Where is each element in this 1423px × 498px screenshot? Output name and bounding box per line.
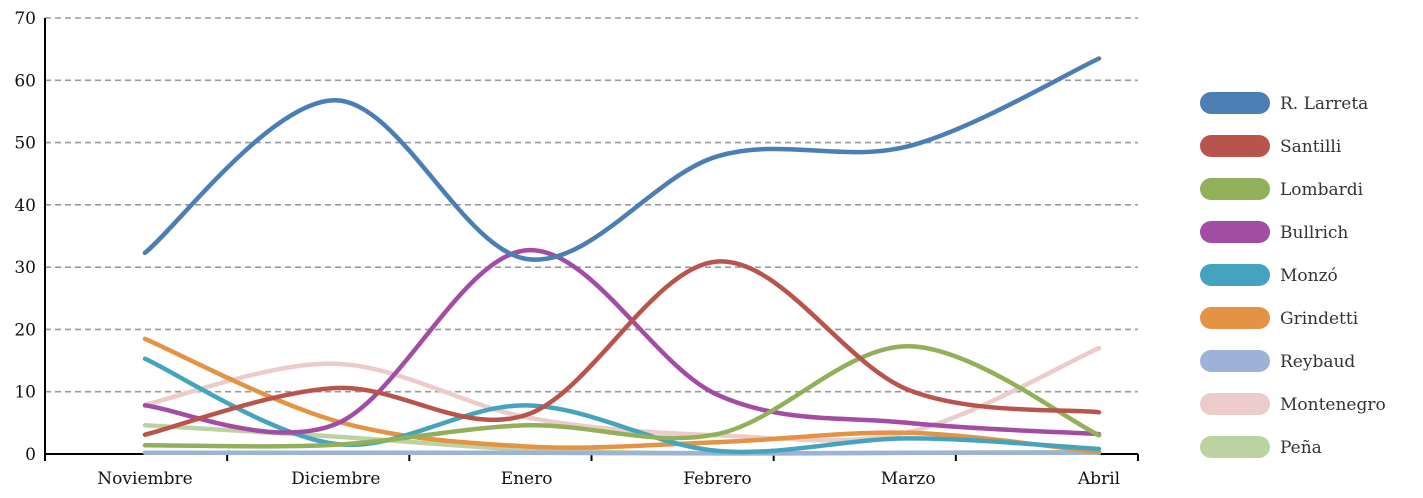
y-tick-label: 60 [14, 71, 36, 91]
x-tick-label: Diciembre [291, 469, 380, 489]
x-tick-label: Marzo [881, 469, 936, 489]
legend-swatch-santilli [1200, 135, 1270, 157]
legend-label-bullrich: Bullrich [1280, 223, 1348, 243]
y-tick-label: 50 [14, 134, 36, 154]
x-tick-label: Febrero [683, 469, 751, 489]
legend-swatch-monzo [1200, 264, 1270, 286]
legend: R. Larreta Santilli Lombardi Bullrich Monzó G… [1200, 92, 1386, 458]
series-line-lombardi [142, 343, 1102, 449]
series-line-reybaud [142, 450, 1102, 456]
x-tick-label: Noviembre [97, 469, 192, 489]
legend-label-pena: Peña [1280, 438, 1322, 458]
y-tick-label: 10 [14, 383, 36, 403]
y-tick-label: 40 [14, 196, 36, 216]
legend-swatch-pena [1200, 436, 1270, 458]
y-tick-label: 20 [14, 320, 36, 340]
series-lines [142, 56, 1102, 456]
legend-swatch-bullrich [1200, 221, 1270, 243]
legend-swatch-lombardi [1200, 178, 1270, 200]
legend-label-lombardi: Lombardi [1280, 180, 1364, 200]
y-tick-label: 70 [14, 9, 36, 29]
legend-label-montenegro: Montenegro [1280, 395, 1386, 415]
legend-label-grindetti: Grindetti [1280, 309, 1359, 329]
series-line-santilli [142, 259, 1102, 437]
x-tick-label: Abril [1077, 469, 1120, 489]
y-tick-label: 0 [25, 445, 36, 465]
legend-swatch-grindetti [1200, 307, 1270, 329]
x-tick-label: Enero [501, 469, 553, 489]
legend-swatch-reybaud [1200, 350, 1270, 372]
legend-label-r-larreta: R. Larreta [1280, 94, 1368, 114]
legend-label-santilli: Santilli [1280, 137, 1342, 157]
gridlines [45, 17, 1138, 393]
legend-swatch-montenegro [1200, 393, 1270, 415]
legend-swatch-r-larreta [1200, 92, 1270, 114]
legend-label-monzo: Monzó [1280, 266, 1338, 286]
series-line-bullrich [142, 248, 1102, 437]
legend-label-reybaud: Reybaud [1280, 352, 1355, 372]
y-tick-label: 30 [14, 258, 36, 278]
series-line-grindetti [142, 336, 1102, 455]
series-line-r-larreta [142, 56, 1102, 262]
series-line-monzo [142, 356, 1102, 455]
